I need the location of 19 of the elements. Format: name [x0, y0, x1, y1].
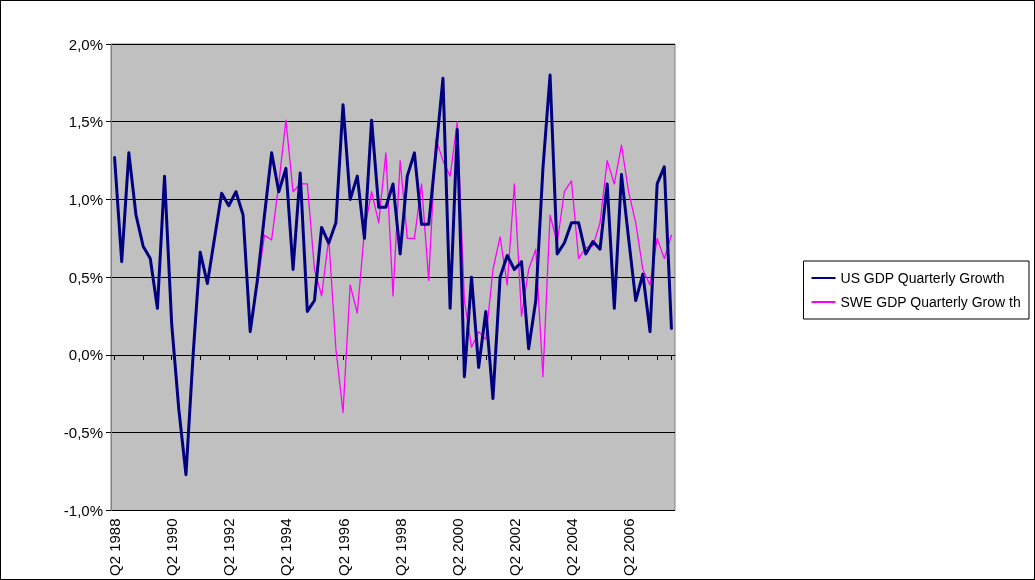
- x-tick-label: Q2 1998: [391, 518, 409, 576]
- x-tick-label: Q2 1996: [334, 518, 352, 576]
- y-tick-label: -1,0%: [63, 501, 103, 519]
- y-tick-label: 0,0%: [68, 346, 103, 364]
- y-tick-label: 1,0%: [68, 190, 103, 208]
- y-tick-label: -0,5%: [63, 424, 103, 442]
- x-tick-label: Q2 2002: [505, 518, 523, 576]
- legend-label: US GDP Quarterly Growth: [840, 270, 1005, 286]
- x-tick-label: Q2 2006: [620, 518, 638, 576]
- x-tick-label: Q2 1990: [163, 518, 181, 576]
- x-tick-label: Q2 1994: [277, 518, 295, 576]
- y-tick-label: 0,5%: [68, 268, 103, 286]
- y-tick-label: 1,5%: [68, 113, 103, 131]
- x-tick-label: Q2 2000: [448, 518, 466, 576]
- x-tick-label: Q2 1988: [106, 518, 124, 576]
- x-tick-label: Q2 2004: [562, 518, 580, 576]
- y-tick-label: 2,0%: [68, 35, 103, 53]
- x-tick-label: Q2 1992: [220, 518, 238, 576]
- legend-label: SWE GDP Quarterly Grow th: [840, 294, 1021, 310]
